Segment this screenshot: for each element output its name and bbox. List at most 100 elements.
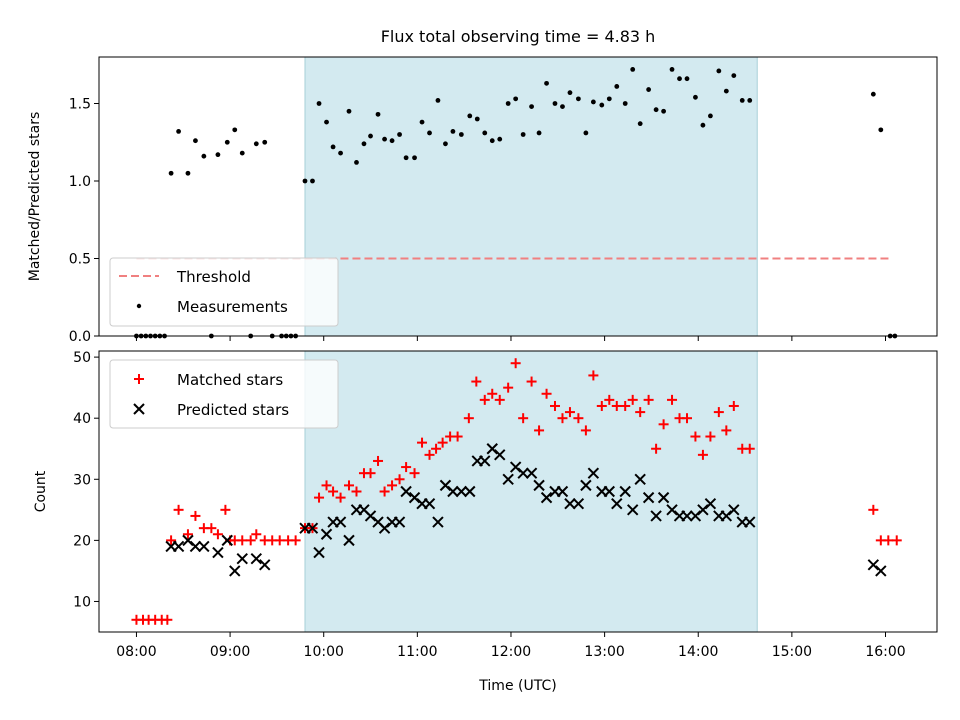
predicted-star-point xyxy=(464,485,476,498)
matched-star-point xyxy=(596,400,607,411)
predicted-star-point xyxy=(393,516,406,528)
measurement-point xyxy=(176,129,181,134)
measurement-point xyxy=(637,121,643,127)
predicted-star-point xyxy=(198,540,210,553)
matched-star-point xyxy=(690,431,701,442)
matched-star-point xyxy=(620,400,631,411)
predicted-star-point xyxy=(626,504,639,516)
matched-star-point xyxy=(611,400,622,411)
matched-star-point xyxy=(682,413,693,424)
count-axes-frame xyxy=(98,350,938,633)
predicted-star-point xyxy=(744,516,756,528)
predicted-star-point xyxy=(587,467,600,479)
matched-star-point xyxy=(487,388,498,399)
count-legend: Matched stars Predicted stars xyxy=(109,359,339,429)
matched-star-point xyxy=(891,535,902,546)
matched-star-point xyxy=(651,443,662,454)
matched-star-point xyxy=(328,486,339,497)
matched-star-point xyxy=(237,535,248,546)
matched-star-point xyxy=(173,504,184,515)
predicted-star-point xyxy=(221,534,233,547)
measurement-point xyxy=(560,104,565,109)
predicted-star-point xyxy=(306,522,319,534)
measurement-point xyxy=(747,98,753,103)
matched-star-point xyxy=(220,504,231,515)
ratio-ytick-label: 1.0 xyxy=(69,174,91,190)
measurement-point xyxy=(253,141,259,147)
measurement-point xyxy=(520,132,526,137)
count-xtick-label: 12:00 xyxy=(491,644,531,660)
matched-star-point xyxy=(335,492,346,503)
matched-star-point xyxy=(744,443,755,454)
measurement-point xyxy=(684,76,690,82)
measurement-point xyxy=(614,84,620,89)
measurement-point xyxy=(505,101,511,106)
predicted-star-point xyxy=(229,565,241,577)
predicted-star-point xyxy=(642,491,655,504)
predicted-star-point xyxy=(603,485,615,498)
matched-star-point xyxy=(471,376,482,387)
matched-star-point xyxy=(705,431,716,442)
matched-star-point xyxy=(494,394,505,405)
predicted-star-point xyxy=(320,528,333,540)
matched-star-point xyxy=(573,413,584,424)
predicted-star-point xyxy=(572,498,585,510)
matched-star-point xyxy=(351,486,362,497)
matched-star-point xyxy=(162,614,173,625)
matched-star-point xyxy=(343,480,354,491)
matched-star-point xyxy=(510,358,521,369)
measurement-point xyxy=(375,111,381,117)
matched-star-point xyxy=(409,468,420,479)
matched-star-point xyxy=(401,462,412,473)
measurement-point xyxy=(599,102,605,108)
matched-star-point xyxy=(290,535,301,546)
legend-threshold-label: Threshold xyxy=(176,268,251,286)
matched-star-point xyxy=(379,486,390,497)
measurement-point xyxy=(193,138,198,144)
matched-star-point xyxy=(697,449,708,460)
measurement-point xyxy=(630,67,636,72)
measurement-point xyxy=(482,130,488,136)
measurement-point xyxy=(239,150,245,156)
measurement-point xyxy=(497,136,503,142)
measurement-point xyxy=(354,160,359,165)
count-ytick-label: 40 xyxy=(73,411,91,427)
legend-predicted-swatch xyxy=(133,403,145,415)
measurement-point xyxy=(324,119,329,125)
predicted-star-point xyxy=(502,473,514,485)
predicted-star-point xyxy=(479,455,491,467)
matched-star-point xyxy=(463,413,474,424)
matched-star-point xyxy=(321,480,332,491)
matched-star-point xyxy=(557,413,568,424)
matched-star-point xyxy=(549,400,560,411)
predicted-star-point xyxy=(517,467,529,479)
measurement-point xyxy=(232,127,238,133)
count-xtick-label: 08:00 xyxy=(116,644,156,660)
predicted-star-point xyxy=(455,485,468,498)
predicted-star-point xyxy=(580,479,592,492)
predicted-star-point xyxy=(875,565,887,577)
predicted-star-point xyxy=(172,540,185,553)
matched-star-point xyxy=(643,394,654,405)
matched-star-point xyxy=(534,425,545,436)
predicted-star-point xyxy=(525,467,538,479)
measurement-point xyxy=(513,96,519,102)
count-xtick-label: 14:00 xyxy=(678,644,718,660)
predicted-star-point xyxy=(313,546,325,559)
measurement-point xyxy=(870,91,876,97)
predicted-star-point xyxy=(334,516,347,528)
matched-star-point xyxy=(182,529,193,540)
measurement-point xyxy=(693,94,698,100)
measurement-point xyxy=(382,136,387,142)
measurement-point xyxy=(450,129,456,134)
count-y-axis-label: Count xyxy=(33,470,49,512)
count-xtick-label: 10:00 xyxy=(304,644,344,660)
measurement-point xyxy=(567,90,573,96)
measurement-point xyxy=(606,96,612,102)
legend-measurements-label: Measurements xyxy=(177,298,288,316)
matched-star-point xyxy=(452,431,463,442)
legend-matched-label: Matched stars xyxy=(177,371,283,389)
matched-star-point xyxy=(417,437,428,448)
measurement-point xyxy=(575,96,581,102)
measurement-point xyxy=(361,141,367,147)
